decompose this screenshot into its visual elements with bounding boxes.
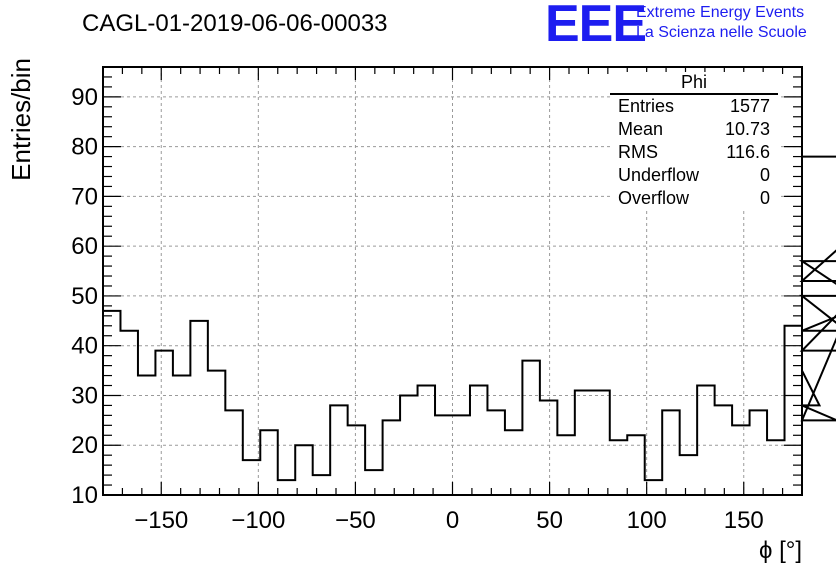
histogram-bin [208,371,225,495]
histogram-bin [190,321,207,495]
y-tick-label: 40 [71,333,98,360]
histogram-bin [103,311,120,495]
y-tick-label: 10 [71,482,98,509]
stats-row: Overflow 0 [610,187,778,210]
histogram-bin [557,435,574,495]
stats-box: Phi Entries 1577 Mean 10.73 RMS 116.6 Underflo… [610,72,778,210]
stats-row-value: 0 [759,165,770,185]
x-tick-label: 100 [627,507,667,534]
histogram-outline [103,155,836,482]
y-tick-label: 60 [71,233,98,260]
x-tick-label: −100 [231,507,285,534]
stats-row-label: Mean [618,119,664,139]
histogram-bin [610,440,627,495]
stats-row-label: Entries [618,96,675,116]
y-tick-label: 30 [71,382,98,409]
histogram-bin [715,405,732,495]
x-tick-label: −50 [335,507,376,534]
histogram-bin [732,425,749,495]
stats-row-label: RMS [618,142,658,162]
histogram-bin [260,430,277,495]
stats-row: Mean 10.73 [610,118,778,141]
stats-row-value: 0 [759,188,770,208]
histogram-bin [418,386,435,495]
histogram-bin [295,445,312,495]
x-tick-label: 150 [724,507,764,534]
histogram-bin [453,415,470,495]
logo-line-2: La Scienza nelle Scuole [636,24,807,41]
histogram-bin [540,400,557,495]
stats-row-label: Underflow [618,165,700,185]
chart-title: CAGL-01-2019-06-06-00033 [82,10,388,37]
histogram-bin [522,361,539,495]
x-tick-label: 0 [446,507,459,534]
histogram-bin [155,351,172,495]
stats-row: Entries 1577 [610,95,778,118]
histogram-bin [313,475,330,495]
histogram-bin [400,395,417,495]
histogram-bin [505,430,522,495]
histogram-bin [470,386,487,495]
histogram-bin [487,410,504,495]
stats-row-label: Overflow [618,188,690,208]
histogram-bin [330,405,347,495]
eee-logo: EEE [545,0,647,53]
y-axis-label: Entries/bin [6,58,36,181]
histogram-bin [365,470,382,495]
histogram-bin [627,435,644,495]
histogram-bin [575,390,592,495]
histogram-bin [662,410,679,495]
histogram-bin [767,440,784,495]
stats-row-value: 10.73 [724,119,770,139]
stats-row: Underflow 0 [610,164,778,187]
histogram-bin [435,415,452,495]
tick-labels: −150 −100 −50 0 50 100 150 10 20 30 40 50 60 70 80 90 [71,84,763,534]
logo-line-1: Extreme Energy Events [636,4,805,21]
stats-row: RMS 116.6 [610,141,778,164]
x-tick-label: −150 [134,507,188,534]
histogram-bin [120,331,137,495]
stats-title: Phi [610,72,778,95]
histogram-bin [383,420,400,495]
histogram-bin [278,480,295,495]
histogram-bin [243,460,260,495]
histogram-bin [592,390,609,495]
x-tick-label: 50 [536,507,563,534]
y-tick-label: 20 [71,432,98,459]
histogram-bin [697,386,714,495]
histogram-bin [680,455,697,495]
y-tick-label: 70 [71,183,98,210]
y-tick-label: 90 [71,84,98,111]
axis-ticks [102,66,803,496]
y-tick-label: 50 [71,283,98,310]
histogram-bin [138,376,155,495]
stats-row-value: 116.6 [726,142,770,162]
histogram-bin [348,425,365,495]
histogram-bin [785,326,802,495]
histogram-bin [225,410,242,495]
histogram-bin [645,480,662,495]
histogram-bin [750,410,767,495]
stats-row-value: 1577 [729,96,770,116]
histogram-series [103,155,836,495]
x-axis-label: ϕ [°] [759,537,802,564]
histogram-bin [173,376,190,495]
y-tick-label: 80 [71,134,98,161]
